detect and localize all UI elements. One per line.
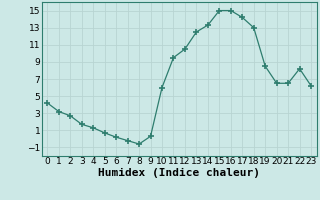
- X-axis label: Humidex (Indice chaleur): Humidex (Indice chaleur): [98, 168, 260, 178]
